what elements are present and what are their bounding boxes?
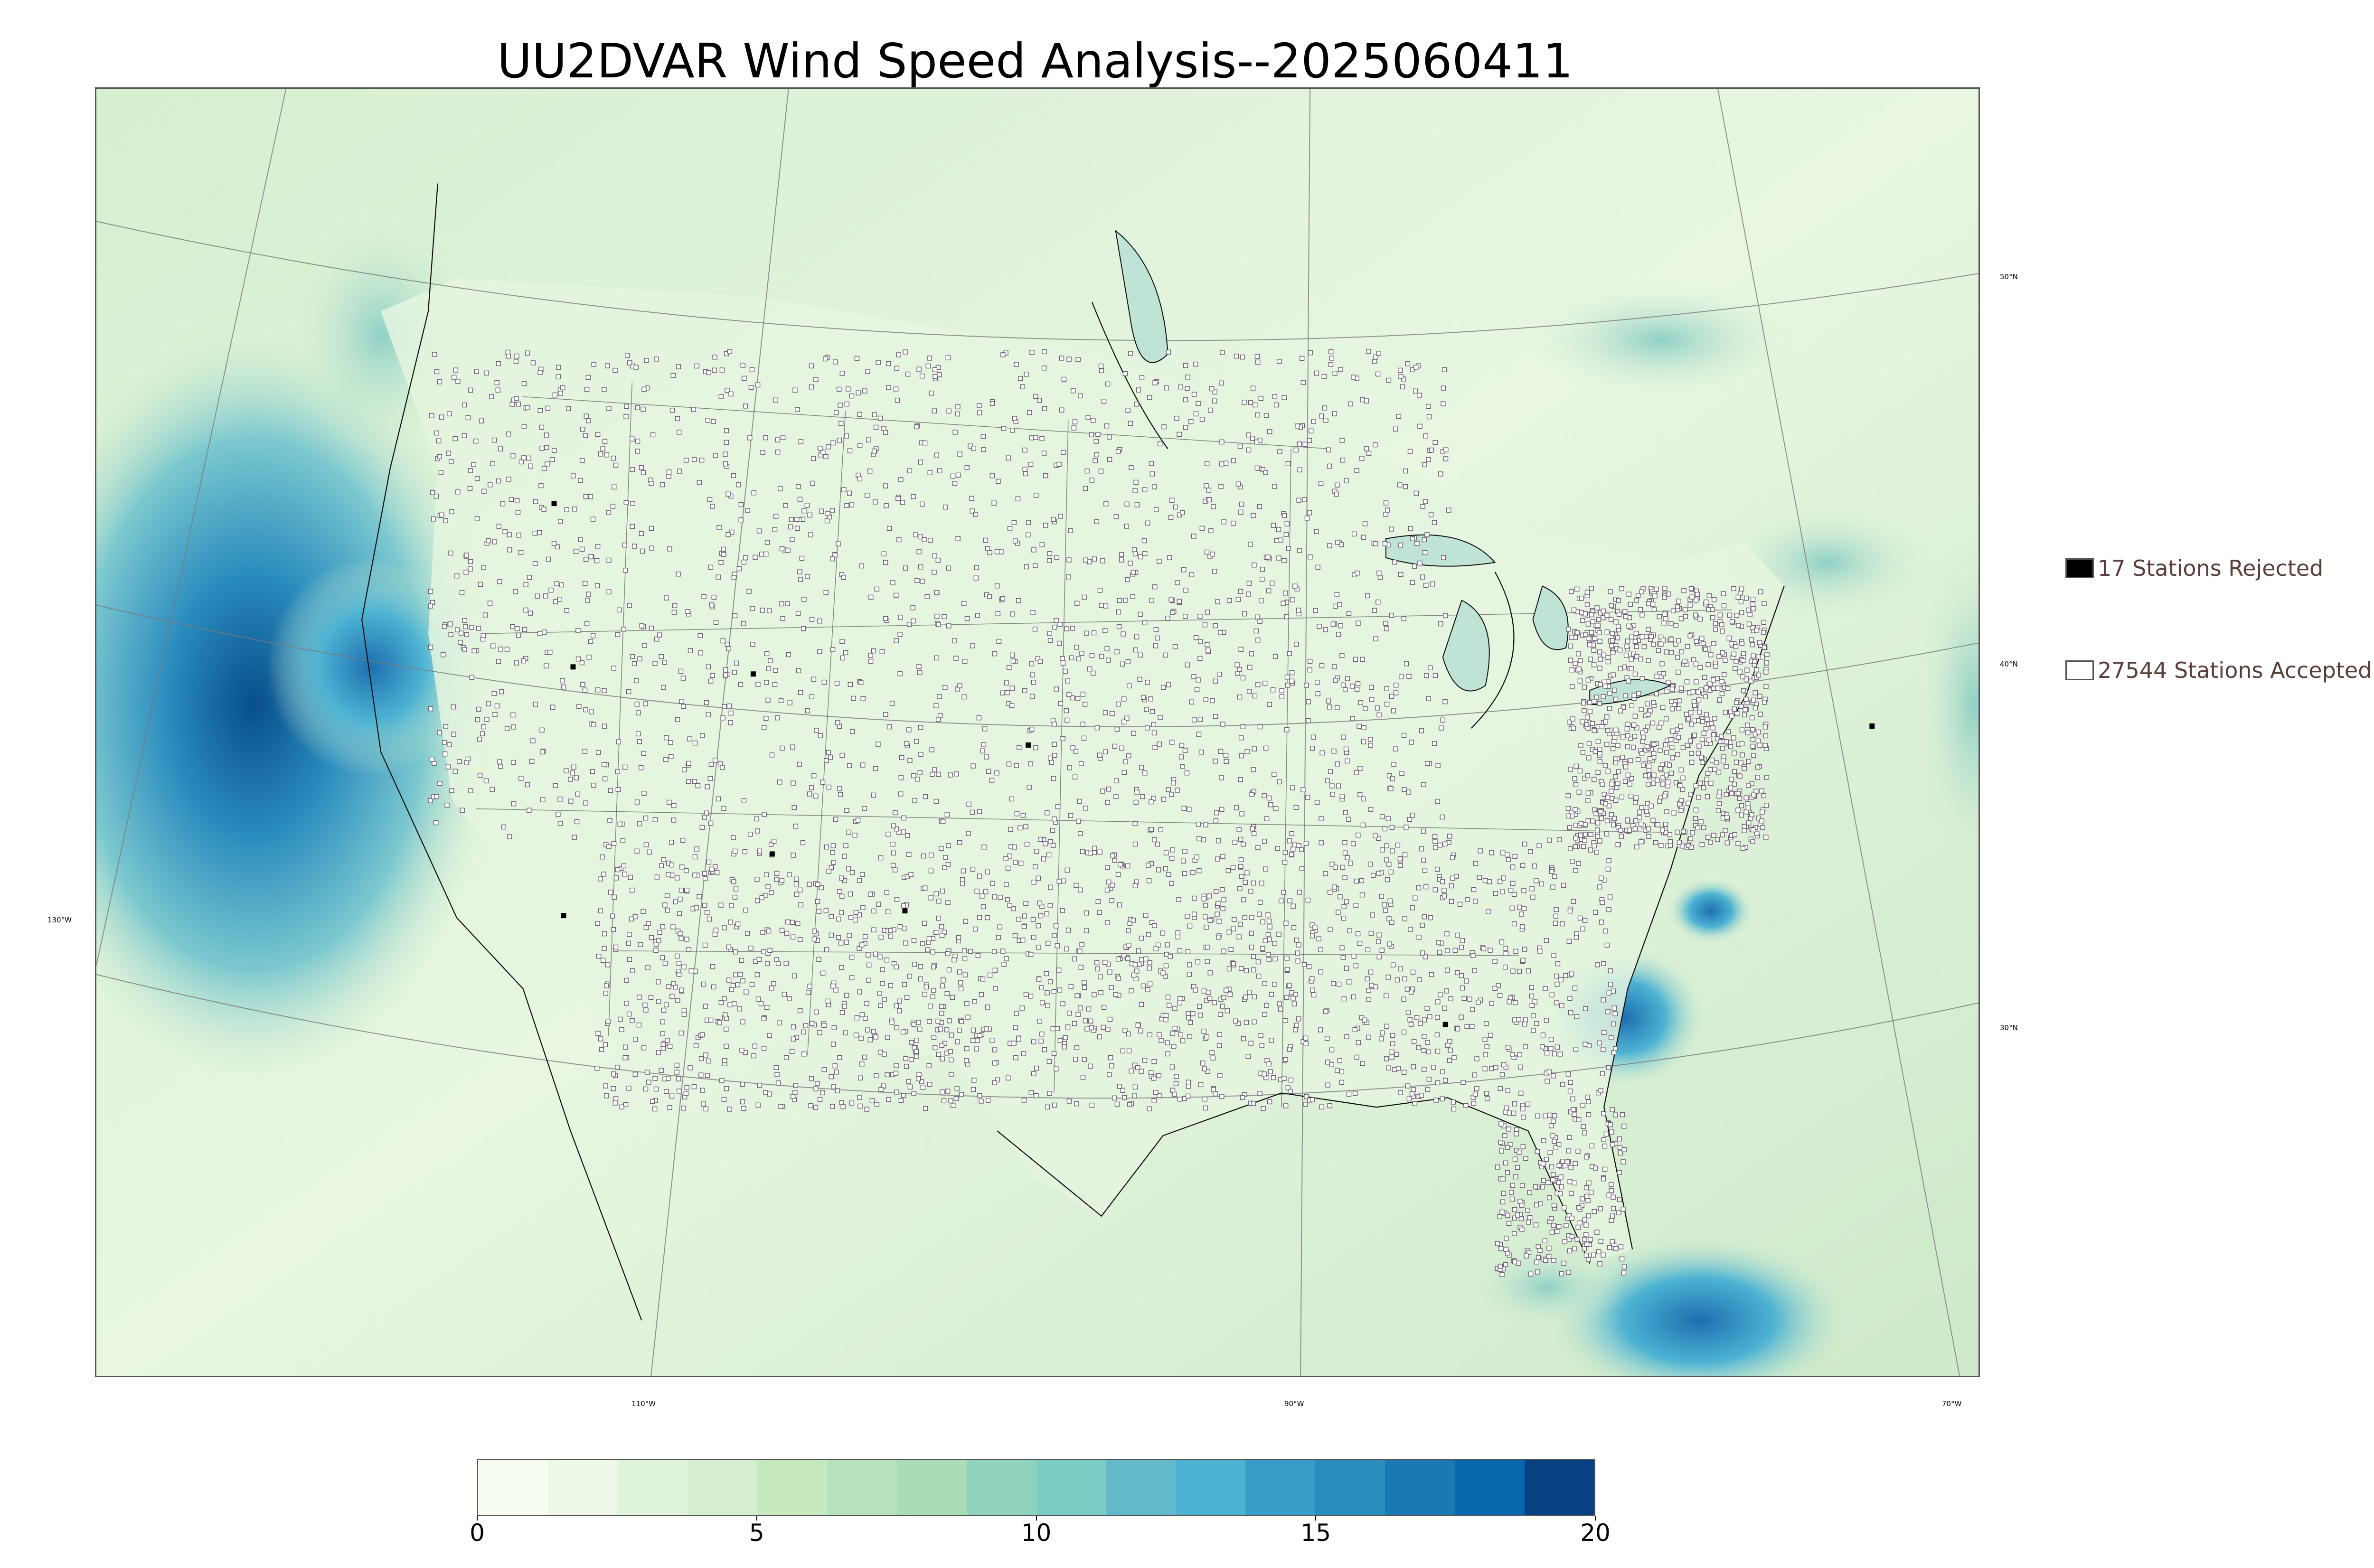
- colorbar-segment: [827, 1460, 897, 1515]
- rejected-station-marker: [1869, 723, 1875, 729]
- colorbar-segment: [1036, 1460, 1106, 1515]
- lon-label-110: 110°W: [631, 1399, 656, 1408]
- colorbar-segment: [687, 1460, 757, 1515]
- lat-label-50: 50°N: [2000, 272, 2018, 281]
- colorbar-tick-mark: [1315, 1516, 1317, 1521]
- colorbar-tick-label: 0: [470, 1519, 485, 1547]
- accepted-station-swatch: [2065, 660, 2094, 680]
- rejected-station-swatch: [2065, 558, 2094, 578]
- colorbar-segment: [1315, 1460, 1385, 1515]
- rejected-station-marker: [561, 913, 566, 919]
- colorbar-segment: [1245, 1460, 1316, 1515]
- graticule: [96, 89, 1978, 1376]
- legend-accepted: 27544 Stations Accepted: [2065, 657, 2372, 683]
- colorbar-segment: [966, 1460, 1036, 1515]
- station-markers: [428, 349, 1875, 1277]
- colorbar-segment: [896, 1460, 967, 1515]
- atlantic-low-1: [1667, 877, 1753, 944]
- colorbar-segment: [478, 1460, 548, 1515]
- colorbar-tick-label: 15: [1300, 1519, 1331, 1547]
- rejected-station-marker: [902, 908, 908, 914]
- rejected-station-marker: [1442, 1022, 1448, 1027]
- lat-label-40: 40°N: [2000, 660, 2018, 668]
- colorbar-segment: [757, 1460, 827, 1515]
- canada-wind: [1528, 283, 1794, 397]
- legend-rejected: 17 Stations Rejected: [2065, 555, 2323, 581]
- legend-rejected-label: 17 Stations Rejected: [2098, 555, 2324, 581]
- east-atlantic-wind: [1917, 534, 1978, 875]
- legend-accepted-label: 27544 Stations Accepted: [2098, 657, 2372, 683]
- lon-label-130: 130°W: [47, 916, 72, 924]
- colorbar-segment: [1525, 1460, 1594, 1515]
- great-lakes: [1115, 229, 1672, 705]
- colorbar-tick-label: 20: [1580, 1519, 1611, 1547]
- rejected-station-marker: [570, 664, 576, 670]
- coastlines: [361, 183, 1785, 1321]
- colorbar-segment: [547, 1460, 618, 1515]
- rejected-station-marker: [769, 851, 775, 857]
- rejected-station-marker: [1026, 742, 1031, 748]
- map-canvas: [96, 89, 1978, 1376]
- colorbar-tick-mark: [756, 1516, 757, 1521]
- colorbar-tick-label: 5: [749, 1519, 764, 1547]
- colorbar-segment: [1106, 1460, 1176, 1515]
- lat-label-30: 30°N: [2000, 1023, 2018, 1032]
- colorbar-segment: [1385, 1460, 1455, 1515]
- colorbar-tick-mark: [1595, 1516, 1596, 1521]
- colorbar-tick-mark: [477, 1516, 478, 1521]
- wind-speed-colorbar: [477, 1459, 1595, 1516]
- colorbar-tick-label: 10: [1021, 1519, 1052, 1547]
- caribbean-wind: [1471, 1244, 1623, 1330]
- lon-label-90: 90°W: [1284, 1399, 1304, 1408]
- rejected-station-marker: [551, 501, 557, 507]
- bahamas-wind: [1547, 1235, 1851, 1376]
- colorbar-segment: [617, 1460, 688, 1515]
- map-title: UU2DVAR Wind Speed Analysis--2025060411: [497, 33, 1573, 89]
- pacific-wind-jet: [267, 557, 476, 776]
- colorbar-segment: [1176, 1460, 1246, 1515]
- lon-label-70: 70°W: [1942, 1399, 1962, 1408]
- colorbar-tick-mark: [1036, 1516, 1037, 1521]
- colorbar-segment: [1455, 1460, 1525, 1515]
- rejected-station-marker: [750, 671, 756, 677]
- wind-speed-map: [95, 87, 1980, 1377]
